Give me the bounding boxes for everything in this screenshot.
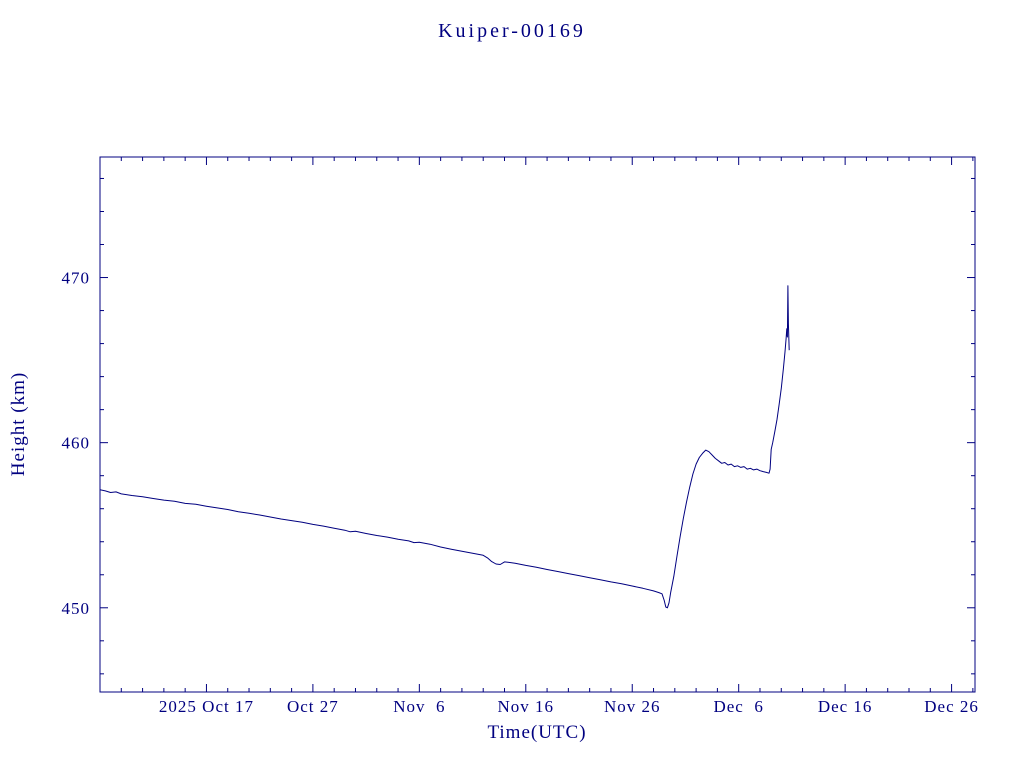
y-axis-label: Height (km) [8, 372, 29, 476]
x-tick-label: 2025 Oct 17 [159, 697, 254, 716]
height-series-line [99, 285, 790, 609]
chart-title: Kuiper-00169 [438, 20, 586, 42]
y-tick-label: 470 [62, 269, 91, 288]
x-tick-label: Nov 26 [604, 697, 661, 716]
x-tick-label: Nov 6 [393, 697, 445, 716]
plot-area: 2025 Oct 17 Oct 27 Nov 6 Nov 16 Nov 26 Dec 6 D… [62, 156, 979, 716]
y-tick-label: 450 [62, 599, 91, 618]
x-tick-label: Dec 26 [924, 697, 979, 716]
y-tick-label: 460 [62, 434, 91, 453]
x-tick-label: Dec 16 [818, 697, 873, 716]
x-tick-label: Nov 16 [498, 697, 555, 716]
x-tick-label: Oct 27 [287, 697, 339, 716]
x-axis-label: Time(UTC) [487, 722, 586, 743]
plot-frame [99, 156, 976, 693]
x-tick-label: Dec 6 [713, 697, 763, 716]
